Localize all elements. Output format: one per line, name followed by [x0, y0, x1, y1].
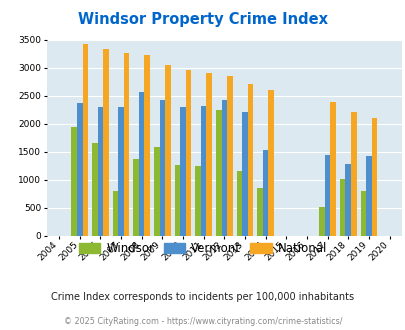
- Bar: [139, 92, 144, 236]
- Bar: [118, 107, 124, 236]
- Bar: [77, 103, 82, 236]
- Bar: [350, 112, 356, 236]
- Bar: [185, 70, 191, 236]
- Bar: [257, 188, 262, 236]
- Bar: [318, 207, 324, 236]
- Bar: [97, 107, 103, 236]
- Bar: [242, 112, 247, 236]
- Bar: [206, 73, 211, 236]
- Legend: Windsor, Vermont, National: Windsor, Vermont, National: [74, 237, 331, 260]
- Bar: [365, 156, 371, 236]
- Bar: [215, 110, 221, 236]
- Bar: [71, 127, 77, 236]
- Bar: [153, 147, 159, 236]
- Bar: [144, 55, 150, 236]
- Bar: [92, 143, 97, 236]
- Text: Windsor Property Crime Index: Windsor Property Crime Index: [78, 12, 327, 26]
- Bar: [345, 164, 350, 236]
- Bar: [103, 49, 109, 236]
- Bar: [339, 179, 345, 236]
- Bar: [262, 150, 268, 236]
- Bar: [324, 154, 330, 236]
- Bar: [159, 100, 165, 236]
- Bar: [165, 65, 170, 236]
- Text: Crime Index corresponds to incidents per 100,000 inhabitants: Crime Index corresponds to incidents per…: [51, 292, 354, 302]
- Text: © 2025 CityRating.com - https://www.cityrating.com/crime-statistics/: © 2025 CityRating.com - https://www.city…: [64, 317, 341, 326]
- Bar: [82, 44, 88, 236]
- Bar: [371, 117, 376, 236]
- Bar: [236, 172, 242, 236]
- Bar: [200, 106, 206, 236]
- Bar: [133, 159, 139, 236]
- Bar: [330, 102, 335, 236]
- Bar: [180, 108, 185, 236]
- Bar: [113, 191, 118, 236]
- Bar: [221, 100, 226, 236]
- Bar: [360, 190, 365, 236]
- Bar: [268, 90, 273, 236]
- Bar: [174, 165, 180, 236]
- Bar: [247, 84, 253, 236]
- Bar: [195, 166, 200, 236]
- Bar: [124, 52, 129, 236]
- Bar: [226, 76, 232, 236]
